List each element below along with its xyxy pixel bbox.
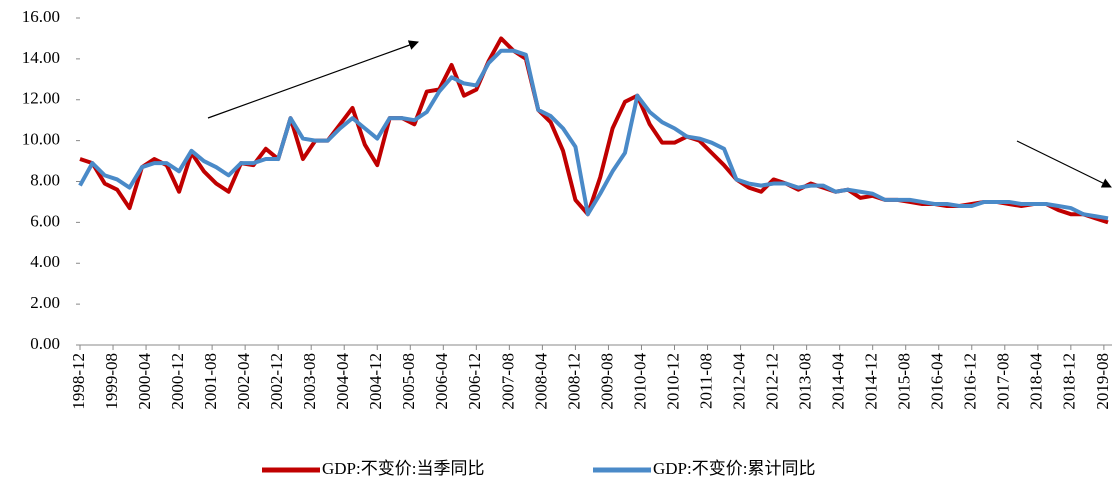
legend-label: GDP:不变价:累计同比 (653, 459, 815, 478)
y-tick-label: 2.00 (30, 293, 60, 312)
y-tick-label: 16.00 (22, 7, 60, 26)
series-line (78, 48, 1109, 221)
x-tick-label: 2006-12 (465, 353, 484, 410)
x-tick-label: 2004-04 (333, 353, 352, 410)
y-tick-label: 14.00 (22, 48, 60, 67)
x-tick-label: 2008-04 (531, 353, 550, 410)
x-tick-label: 2016-12 (961, 353, 980, 410)
x-tick-label: 2003-08 (300, 353, 319, 410)
x-tick-label: 2014-04 (829, 353, 848, 410)
x-tick-label: 1999-08 (102, 353, 121, 410)
x-tick-label: 2019-08 (1093, 353, 1112, 410)
x-tick-label: 2013-08 (796, 353, 815, 410)
x-tick-label: 2015-08 (895, 353, 914, 410)
x-tick-label: 2014-12 (862, 353, 881, 410)
y-tick-label: 4.00 (30, 252, 60, 271)
trend-arrow (207, 40, 419, 119)
x-tick-label: 2000-12 (168, 353, 187, 410)
x-tick-label: 2005-08 (399, 353, 418, 410)
trend-arrow (1016, 140, 1112, 188)
x-tick-label: 2012-12 (762, 353, 781, 410)
x-tick-label: 2002-12 (267, 353, 286, 410)
x-tick-label: 2016-04 (928, 353, 947, 410)
x-tick-label: 2006-04 (432, 353, 451, 410)
y-tick-label: 0.00 (30, 334, 60, 353)
x-tick-label: 2007-08 (498, 353, 517, 410)
series-line (79, 36, 1109, 225)
x-tick-label: 2012-04 (729, 353, 748, 410)
x-tick-label: 2004-12 (366, 353, 385, 410)
x-tick-label: 2001-08 (201, 353, 220, 410)
x-tick-label: 2010-12 (663, 353, 682, 410)
x-tick-label: 2009-08 (597, 353, 616, 410)
x-tick-label: 2018-12 (1060, 353, 1079, 410)
y-tick-label: 12.00 (22, 89, 60, 108)
x-tick-label: 2008-12 (564, 353, 583, 410)
y-tick-label: 10.00 (22, 130, 60, 149)
y-tick-label: 8.00 (30, 170, 60, 189)
x-tick-label: 1998-12 (69, 353, 88, 410)
legend-label: GDP:不变价:当季同比 (322, 459, 484, 478)
x-tick-label: 2002-04 (234, 353, 253, 410)
x-tick-label: 2018-04 (1027, 353, 1046, 410)
y-tick-label: 6.00 (30, 211, 60, 230)
x-tick-label: 2010-04 (630, 353, 649, 410)
x-tick-label: 2017-08 (994, 353, 1013, 410)
x-tick-label: 2011-08 (696, 353, 715, 409)
x-tick-label: 2000-04 (135, 353, 154, 410)
